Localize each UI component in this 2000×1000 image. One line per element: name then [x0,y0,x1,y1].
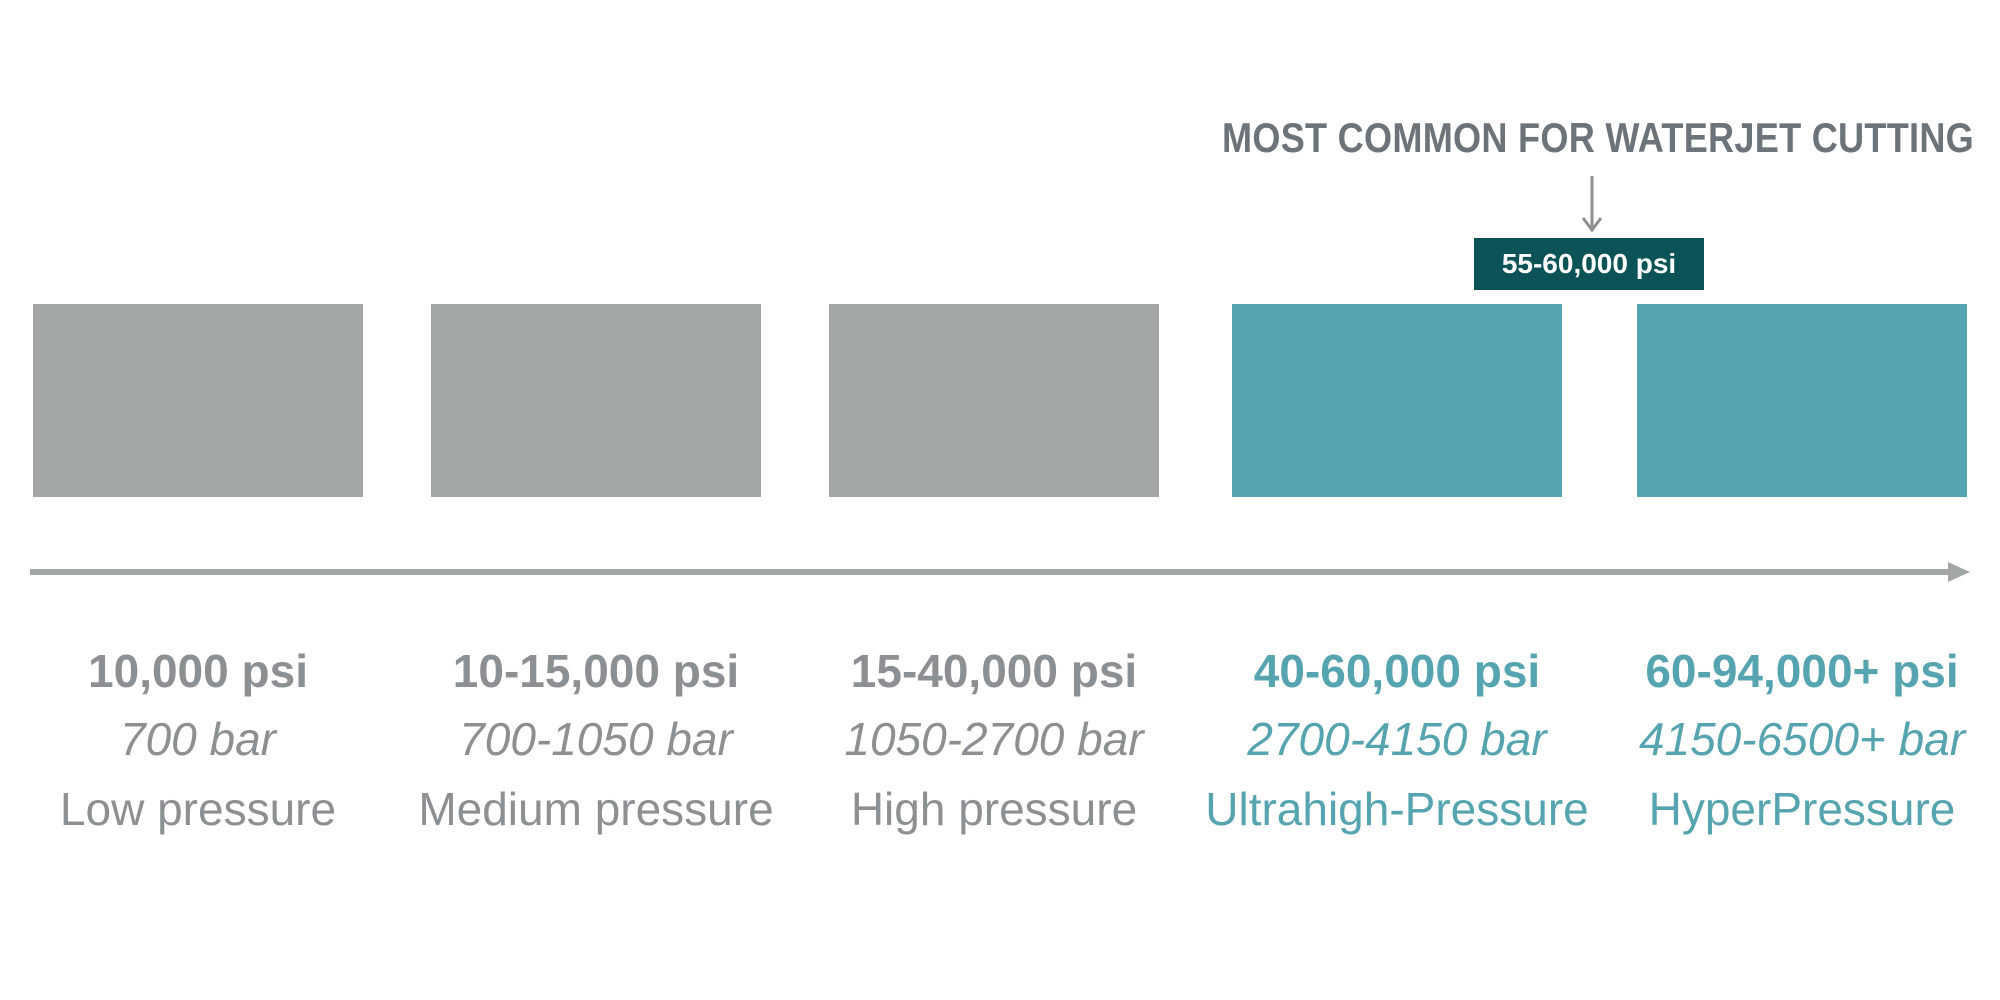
level-name: Medium pressure [418,783,774,835]
pressure-block-ultrahigh [1232,304,1562,497]
level-name: High pressure [850,783,1138,835]
level-psi: 15-40,000 psi [850,645,1138,697]
level-bar: 1050-2700 bar [844,713,1144,765]
level-label-hyper: 60-94,000+ psi 4150-6500+ bar HyperPress… [1592,640,2000,842]
pressure-axis-arrow [30,562,1970,582]
pressure-block-hyper [1637,304,1967,497]
callout-arrow-icon [1581,176,1603,233]
level-psi: 60-94,000+ psi [1645,645,1959,697]
level-psi: 10,000 psi [88,645,308,697]
level-bar: 700-1050 bar [459,713,733,765]
level-psi: 40-60,000 psi [1253,645,1541,697]
level-label-low: 10,000 psi 700 bar Low pressure [0,640,408,842]
level-bar: 700 bar [119,713,276,765]
level-name: Ultrahigh-Pressure [1205,783,1589,835]
level-bar: 4150-6500+ bar [1638,713,1966,765]
pressure-block-high [829,304,1159,497]
level-psi: 10-15,000 psi [452,645,740,697]
pressure-block-medium [431,304,761,497]
level-label-medium: 10-15,000 psi 700-1050 bar Medium pressu… [386,640,806,842]
level-name: HyperPressure [1648,783,1956,835]
common-range-badge: 55-60,000 psi [1474,238,1704,290]
level-bar: 2700-4150 bar [1247,713,1547,765]
level-label-high: 15-40,000 psi 1050-2700 bar High pressur… [784,640,1204,842]
callout-title: MOST COMMON FOR WATERJET CUTTING [1222,114,1975,161]
level-label-ultrahigh: 40-60,000 psi 2700-4150 bar Ultrahigh-Pr… [1187,640,1607,842]
pressure-block-low [33,304,363,497]
level-name: Low pressure [59,783,337,835]
